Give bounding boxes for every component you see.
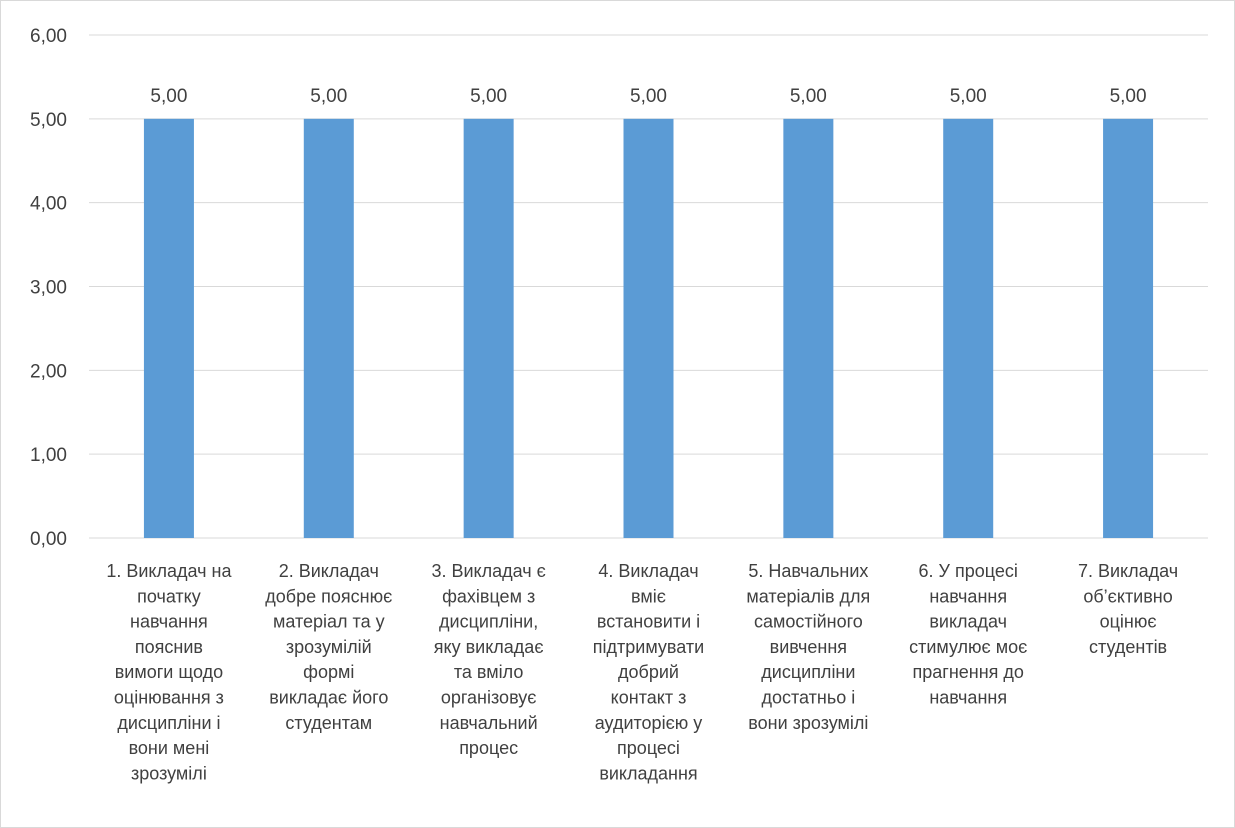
bar: [303, 118, 354, 538]
category-label-line: зрозумілій: [286, 637, 372, 657]
data-label: 5,00: [630, 86, 667, 107]
category-label-line: фахівцем з: [442, 586, 535, 606]
category-label-line: процесі: [617, 738, 680, 758]
bars: [143, 118, 1154, 538]
bar: [463, 118, 514, 538]
data-label: 5,00: [470, 86, 507, 107]
category-label-line: 5. Навчальних: [748, 561, 868, 581]
category-label-line: вміє: [631, 586, 666, 606]
category-label: 7. Викладач об’єктивно оцінює студентів: [1078, 561, 1178, 657]
category-label-line: підтримувати: [593, 637, 704, 657]
category-label-line: вивчення: [770, 637, 847, 657]
category-label-line: оцінювання з: [114, 688, 224, 708]
category-label-line: оцінює: [1100, 612, 1157, 632]
category-label-line: дисципліни,: [439, 612, 538, 632]
category-label-line: самостійного: [754, 612, 863, 632]
category-label-line: 3. Викладач є: [431, 561, 545, 581]
category-label-line: матеріалів для: [746, 586, 870, 606]
category-label-line: формі: [303, 662, 354, 682]
category-label-line: дисципліни і: [117, 713, 220, 733]
category-label-line: пояснив: [135, 637, 203, 657]
category-label-line: викладає його: [269, 688, 388, 708]
category-label-line: яку викладає: [434, 637, 544, 657]
category-label-line: зрозумілі: [131, 763, 207, 783]
y-tick-label: 6,00: [30, 26, 67, 47]
y-tick-label: 4,00: [30, 194, 67, 215]
category-label-line: студентам: [285, 713, 372, 733]
category-label-line: викладання: [599, 763, 697, 783]
category-label-line: навчання: [929, 688, 1007, 708]
data-label: 5,00: [1110, 86, 1147, 107]
category-label-line: студентів: [1089, 637, 1167, 657]
category-label-line: початку: [137, 586, 201, 606]
bar: [623, 118, 674, 538]
category-label-line: стимулює моє: [909, 637, 1027, 657]
category-label-line: вимоги щодо: [115, 662, 223, 682]
category-label-line: навчальний: [440, 713, 538, 733]
data-label: 5,00: [310, 86, 347, 107]
category-label: 6. У процесі навчання викладач стимулює моє…: [909, 561, 1027, 708]
category-label-line: навчання: [929, 586, 1007, 606]
category-label-line: добре пояснює: [265, 586, 392, 606]
category-label-line: 4. Викладач: [598, 561, 698, 581]
y-axis-tick-labels: 0,00 1,00 2,00 3,00 4,00 5,00 6,00: [30, 26, 67, 550]
bar: [783, 118, 834, 538]
category-label-line: навчання: [130, 612, 208, 632]
data-labels: 5,00 5,00 5,00 5,00 5,00 5,00 5,00: [150, 86, 1146, 107]
bar: [943, 118, 994, 538]
y-tick-label: 0,00: [30, 529, 67, 550]
category-label: 2. Викладач добре пояснює матеріал та у зро…: [265, 561, 392, 733]
data-label: 5,00: [950, 86, 987, 107]
category-label: 3. Викладач є фахівцем з дисципліни, яку ви…: [431, 561, 545, 758]
y-tick-label: 5,00: [30, 110, 67, 131]
category-label: 5. Навчальних матеріалів для самостійного в…: [746, 561, 870, 733]
category-label-line: вони зрозумілі: [748, 713, 868, 733]
y-tick-label: 3,00: [30, 278, 67, 299]
category-label-line: процес: [459, 738, 518, 758]
category-label-line: об’єктивно: [1083, 586, 1172, 606]
data-label: 5,00: [150, 86, 187, 107]
category-label-line: прагнення до: [912, 662, 1023, 682]
bar: [1103, 118, 1154, 538]
category-label: 1. Викладач на початку навчання пояснив вимо…: [106, 561, 232, 783]
category-label-line: 6. У процесі: [919, 561, 1018, 581]
category-label-line: аудиторією у: [595, 713, 703, 733]
data-label: 5,00: [790, 86, 827, 107]
category-label-line: 1. Викладач на: [106, 561, 232, 581]
category-label-line: матеріал та у: [273, 612, 385, 632]
category-label-line: добрий: [618, 662, 679, 682]
category-label: 4. Викладач вміє встановити і підтримувати д…: [593, 561, 704, 783]
category-label-line: вони мені: [129, 738, 210, 758]
y-tick-label: 2,00: [30, 361, 67, 382]
category-label-line: достатньо і: [761, 688, 855, 708]
category-label-line: організовує: [441, 688, 537, 708]
category-label-line: контакт з: [611, 688, 687, 708]
category-label-line: дисципліни: [761, 662, 855, 682]
category-label-line: викладач: [929, 612, 1007, 632]
category-labels: 1. Викладач на початку навчання пояснив вимо…: [106, 561, 1178, 783]
category-label-line: встановити і: [597, 612, 700, 632]
y-tick-label: 1,00: [30, 445, 67, 466]
category-label-line: та вміло: [454, 662, 524, 682]
category-label-line: 2. Викладач: [279, 561, 379, 581]
bar: [143, 118, 194, 538]
category-label-line: 7. Викладач: [1078, 561, 1178, 581]
